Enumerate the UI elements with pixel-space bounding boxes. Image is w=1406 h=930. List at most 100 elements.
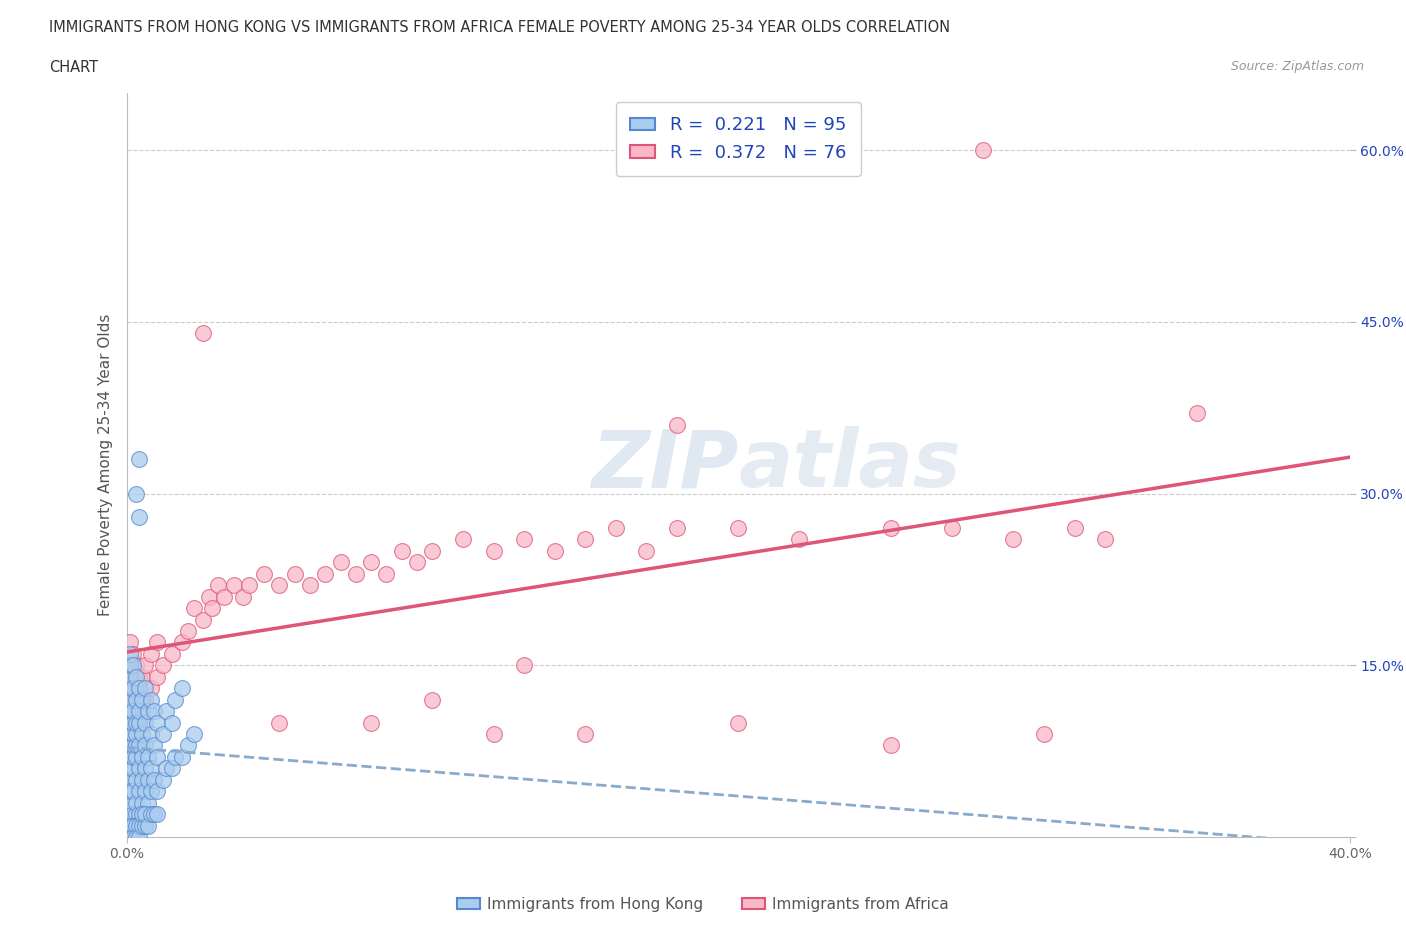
- Point: [121, 784, 143, 799]
- Point: [128, 715, 150, 730]
- Point: [134, 681, 156, 696]
- Point: [121, 738, 143, 753]
- Point: [136, 795, 159, 810]
- Point: [666, 521, 689, 536]
- Point: [121, 806, 143, 821]
- Point: [131, 818, 153, 833]
- Point: [406, 555, 429, 570]
- Point: [121, 658, 143, 672]
- Point: [146, 784, 169, 799]
- Point: [170, 750, 193, 764]
- Point: [146, 750, 169, 764]
- Point: [128, 738, 150, 753]
- Point: [118, 772, 141, 787]
- Point: [131, 670, 153, 684]
- Point: [125, 830, 148, 844]
- Point: [118, 818, 141, 833]
- Point: [360, 555, 382, 570]
- Point: [131, 772, 153, 787]
- Point: [134, 806, 156, 821]
- Point: [1002, 532, 1025, 547]
- Point: [118, 704, 141, 719]
- Point: [131, 726, 153, 741]
- Point: [118, 681, 141, 696]
- Point: [118, 715, 141, 730]
- Point: [128, 818, 150, 833]
- Point: [1063, 521, 1085, 536]
- Point: [574, 726, 596, 741]
- Point: [125, 750, 148, 764]
- Point: [972, 143, 994, 158]
- Point: [214, 590, 236, 604]
- Point: [574, 532, 596, 547]
- Point: [155, 761, 177, 776]
- Point: [121, 692, 143, 707]
- Point: [121, 726, 143, 741]
- Point: [118, 681, 141, 696]
- Point: [162, 761, 184, 776]
- Point: [134, 818, 156, 833]
- Point: [360, 715, 382, 730]
- Point: [125, 772, 148, 787]
- Point: [253, 566, 276, 581]
- Point: [121, 681, 143, 696]
- Point: [125, 486, 148, 501]
- Point: [941, 521, 963, 536]
- Point: [727, 521, 749, 536]
- Point: [422, 543, 444, 558]
- Point: [191, 612, 214, 627]
- Text: IMMIGRANTS FROM HONG KONG VS IMMIGRANTS FROM AFRICA FEMALE POVERTY AMONG 25-34 Y: IMMIGRANTS FROM HONG KONG VS IMMIGRANTS …: [49, 20, 950, 35]
- Y-axis label: Female Poverty Among 25-34 Year Olds: Female Poverty Among 25-34 Year Olds: [97, 313, 112, 617]
- Point: [134, 761, 156, 776]
- Point: [269, 578, 291, 592]
- Point: [121, 704, 143, 719]
- Point: [143, 806, 166, 821]
- Point: [605, 521, 627, 536]
- Point: [118, 726, 141, 741]
- Point: [201, 601, 224, 616]
- Point: [155, 704, 177, 719]
- Point: [1033, 726, 1056, 741]
- Point: [131, 692, 153, 707]
- Point: [118, 830, 141, 844]
- Point: [134, 784, 156, 799]
- Point: [121, 670, 143, 684]
- Point: [191, 326, 214, 340]
- Point: [152, 658, 174, 672]
- Point: [118, 738, 141, 753]
- Point: [143, 704, 166, 719]
- Point: [139, 784, 162, 799]
- Point: [118, 795, 141, 810]
- Point: [128, 681, 150, 696]
- Point: [125, 726, 148, 741]
- Point: [513, 658, 536, 672]
- Point: [134, 715, 156, 730]
- Point: [118, 784, 141, 799]
- Point: [146, 715, 169, 730]
- Point: [391, 543, 413, 558]
- Point: [727, 715, 749, 730]
- Point: [139, 761, 162, 776]
- Point: [482, 543, 505, 558]
- Point: [139, 646, 162, 661]
- Text: ZIP: ZIP: [591, 426, 738, 504]
- Point: [139, 806, 162, 821]
- Point: [118, 635, 141, 650]
- Point: [125, 692, 148, 707]
- Point: [344, 566, 367, 581]
- Point: [125, 806, 148, 821]
- Point: [128, 452, 150, 467]
- Point: [451, 532, 474, 547]
- Point: [880, 738, 903, 753]
- Point: [118, 658, 141, 672]
- Point: [121, 761, 143, 776]
- Point: [152, 726, 174, 741]
- Point: [121, 818, 143, 833]
- Point: [128, 704, 150, 719]
- Point: [139, 692, 162, 707]
- Point: [134, 692, 156, 707]
- Point: [183, 726, 205, 741]
- Point: [134, 658, 156, 672]
- Point: [177, 623, 200, 638]
- Point: [880, 521, 903, 536]
